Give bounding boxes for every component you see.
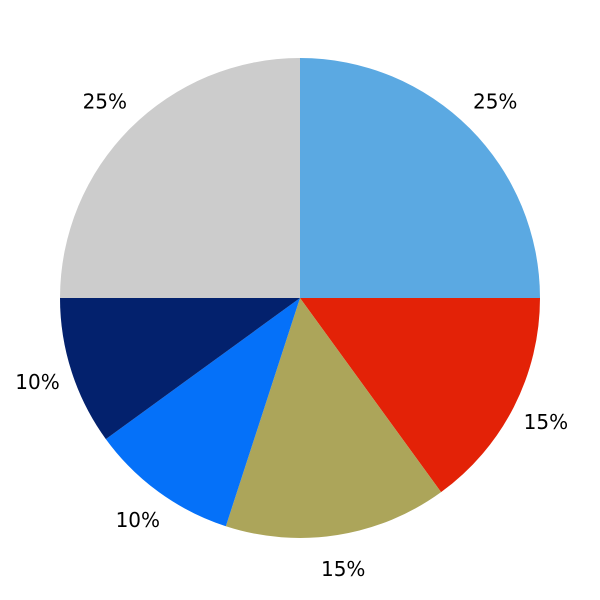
pie-slice-2 [300,298,540,493]
pie-slice-4 [105,298,300,527]
pie-slice-1 [300,58,540,298]
pie-slice-5 [60,298,300,440]
pie-slice-4-label: 10% [116,508,160,532]
pie-slice-2-label: 15% [524,410,568,434]
pie-slice-6 [60,58,300,298]
pie-slice-1-label: 25% [473,89,517,113]
pie-slice-5-label: 10% [15,370,59,394]
pie-slice-3-label: 15% [321,557,365,581]
pie-slice-6-label: 25% [83,89,127,113]
pie-slice-3 [225,298,442,538]
